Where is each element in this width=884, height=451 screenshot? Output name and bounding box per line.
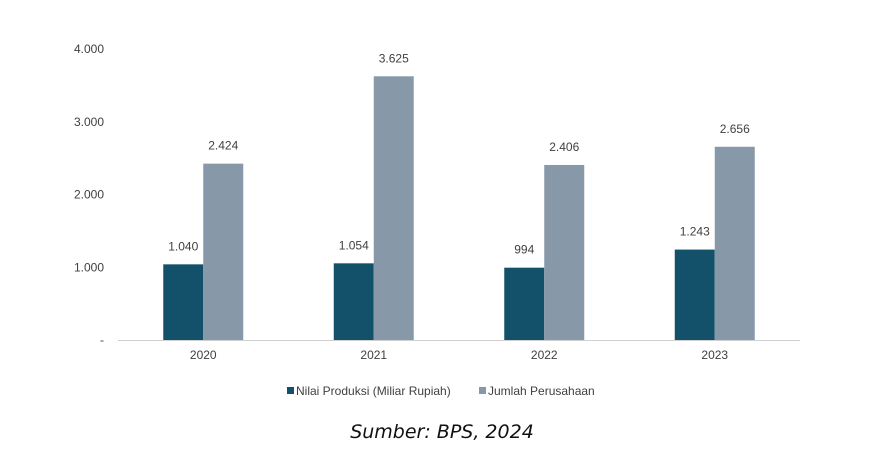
y-tick-label: 3.000 [74, 115, 104, 129]
y-tick-label: 1.000 [74, 260, 104, 274]
bar-2021-series-1 [333, 263, 374, 340]
bar-2023-series-1 [674, 249, 715, 340]
data-label: 2.424 [208, 139, 238, 153]
legend: Nilai Produksi (Miliar Rupiah) Jumlah Per… [287, 384, 595, 398]
bar-chart: - 1.000 2.000 3.000 4.000 1.040 2.424 1.054 3.6… [74, 42, 800, 398]
x-tick-label: 2022 [531, 348, 558, 362]
y-tick-label: 4.000 [74, 42, 104, 56]
y-tick-label: - [100, 333, 104, 347]
bar-2020-series-1 [163, 264, 204, 340]
data-label: 994 [514, 243, 534, 257]
bar-2020-series-2 [203, 163, 244, 340]
x-tick-label: 2023 [701, 348, 728, 362]
bar-2021-series-2 [373, 76, 414, 340]
data-label: 1.054 [339, 238, 369, 252]
data-label: 2.406 [549, 140, 579, 154]
bar-2022-series-2 [544, 164, 585, 340]
legend-label-2: Jumlah Perusahaan [488, 384, 595, 398]
legend-label-1: Nilai Produksi (Miliar Rupiah) [296, 384, 451, 398]
source-caption: Sumber: BPS, 2024 [350, 421, 534, 443]
legend-swatch-1 [287, 387, 294, 394]
bars: 1.040 2.424 1.054 3.625 994 2.406 1.243 2.656 [163, 51, 755, 340]
data-label: 1.040 [168, 239, 198, 253]
bar-2022-series-1 [504, 267, 545, 340]
data-label: 1.243 [680, 225, 710, 239]
x-tick-label: 2021 [360, 348, 387, 362]
x-tick-label: 2020 [190, 348, 217, 362]
y-axis-ticks: - 1.000 2.000 3.000 4.000 [74, 42, 104, 347]
y-tick-label: 2.000 [74, 188, 104, 202]
x-axis-ticks: 2020 2021 2022 2023 [190, 348, 729, 362]
legend-swatch-2 [479, 387, 486, 394]
data-label: 2.656 [720, 122, 750, 136]
data-label: 3.625 [379, 51, 409, 65]
bar-2023-series-2 [714, 146, 755, 340]
